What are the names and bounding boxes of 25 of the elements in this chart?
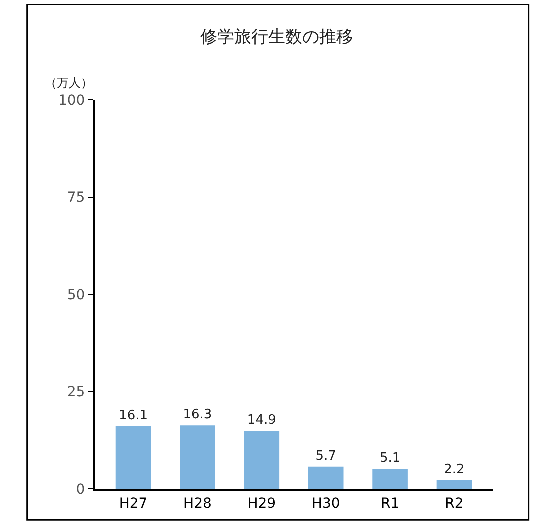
data-label: 16.1 — [119, 408, 148, 424]
x-tick-label: H28 — [184, 496, 212, 512]
data-label: 5.1 — [380, 451, 401, 466]
bar — [244, 431, 280, 489]
x-tick-label: H30 — [312, 496, 340, 512]
bar — [308, 466, 344, 489]
y-tick-label: 50 — [67, 287, 86, 304]
data-label: 5.7 — [316, 448, 336, 464]
data-label: 2.2 — [444, 462, 465, 478]
data-label: 14.9 — [247, 413, 276, 428]
bar — [116, 426, 152, 489]
x-tick-label: H29 — [248, 496, 276, 512]
bar — [372, 469, 408, 489]
y-axis-title: （万人） — [45, 76, 93, 90]
y-tick-label: 75 — [67, 190, 86, 206]
data-label: 16.3 — [183, 408, 212, 423]
y-tick-label: 100 — [58, 92, 86, 109]
y-tick-label: 25 — [67, 384, 86, 401]
x-tick-label: R1 — [380, 496, 400, 512]
x-tick-label: H27 — [119, 496, 148, 512]
bar — [436, 480, 472, 489]
y-tick-label: 0 — [76, 482, 86, 498]
bar — [180, 426, 216, 489]
chart-title: 修学旅行生数の推移 — [200, 28, 354, 48]
x-tick-label: R2 — [445, 496, 464, 512]
